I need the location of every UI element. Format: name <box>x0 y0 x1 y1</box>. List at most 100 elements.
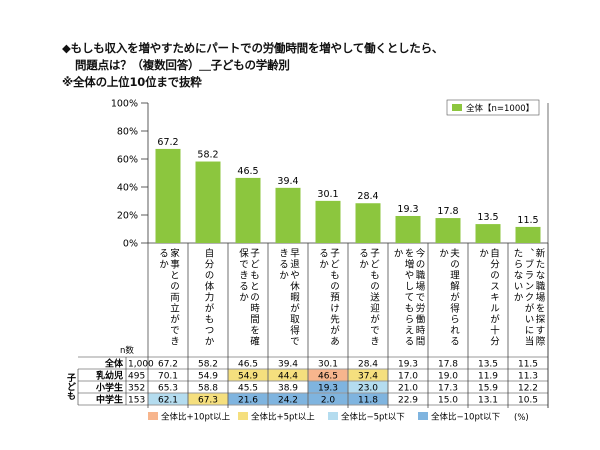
table-cell-value: 28.4 <box>358 360 378 370</box>
legend-box <box>446 99 540 116</box>
table-cell-value: 11.8 <box>358 396 378 406</box>
bar <box>475 224 501 243</box>
highlight-legend-swatch <box>418 412 428 420</box>
table-row-label: 中学生 <box>96 394 123 406</box>
table-cell-highlight <box>308 393 348 405</box>
category-label: 子どもとの時間を確 <box>248 248 260 347</box>
category-label: 家事との両立ができ <box>168 247 180 347</box>
table-n-value: 352 <box>128 384 145 394</box>
category-label: るか <box>317 248 329 270</box>
y-tick-label: 0% <box>123 239 138 250</box>
table-cell-value: 39.4 <box>278 360 298 370</box>
table-cell-highlight <box>228 393 268 405</box>
bar-value-label: 30.1 <box>317 189 338 200</box>
table-cell-value: 15.0 <box>438 396 458 406</box>
table-cell-value: 13.1 <box>478 396 498 406</box>
table-cell-value: 19.3 <box>318 384 338 394</box>
y-tick-label: 20% <box>117 211 138 222</box>
table-cell-value: 38.9 <box>278 384 298 394</box>
table-cell-highlight <box>348 393 388 405</box>
category-label: るか <box>357 248 369 270</box>
table-cell-highlight <box>308 369 348 381</box>
table-cell-value: 58.8 <box>198 384 218 394</box>
highlight-legend-swatch <box>238 412 248 420</box>
category-label: 自分のスキルが十分 <box>488 247 500 347</box>
bar <box>275 187 301 243</box>
unit-label: (%) <box>514 413 529 423</box>
table-cell-value: 44.4 <box>278 372 298 382</box>
table-cell-value: 24.2 <box>278 396 298 406</box>
highlight-legend-swatch <box>328 412 338 420</box>
table-cell-value: 21.6 <box>238 396 258 406</box>
bar <box>235 177 261 243</box>
table-cell-value: 58.2 <box>198 360 218 370</box>
category-label: きるか <box>277 248 289 281</box>
table-cell-value: 30.1 <box>318 360 338 370</box>
highlight-legend-label: 全体比+10pt以上 <box>161 412 231 423</box>
table-cell-value: 11.3 <box>518 372 538 382</box>
y-tick-label: 80% <box>117 127 138 138</box>
bar-value-label: 67.2 <box>157 137 178 148</box>
table-cell-value: 17.3 <box>438 384 458 394</box>
bar-value-label: 11.5 <box>517 215 538 226</box>
table-cell-value: 37.4 <box>358 372 378 382</box>
table-cell-value: 11.5 <box>518 360 538 370</box>
legend-swatch <box>452 104 462 111</box>
highlight-legend-swatch <box>148 412 158 420</box>
table-cell-value: 54.9 <box>238 372 258 382</box>
category-label: 子どもの送迎ができ <box>368 248 380 347</box>
category-label: たらないか <box>512 248 524 303</box>
bar-value-label: 13.5 <box>477 212 498 223</box>
bar <box>515 226 541 243</box>
table-row-label: 全体 <box>104 358 124 370</box>
bar-value-label: 58.2 <box>197 150 218 161</box>
table-cell-value: 46.5 <box>238 360 258 370</box>
table-cell-highlight <box>268 393 308 405</box>
category-label: 保できるか <box>237 247 249 303</box>
category-label: 、ブランクがいに当 <box>523 248 535 347</box>
bar-value-label: 39.4 <box>277 176 298 187</box>
bar-value-label: 19.3 <box>397 204 418 215</box>
table-cell-value: 11.9 <box>478 372 498 382</box>
table-cell-value: 17.8 <box>438 360 458 370</box>
highlight-legend-label: 全体比−10pt以下 <box>431 412 501 423</box>
category-label: を増やしてもらえる <box>403 248 415 347</box>
table-cell-value: 15.9 <box>478 384 498 394</box>
category-label: 今の職場で労働時間 <box>414 247 426 347</box>
chart-title-line2: 問題点は？（複数回答）＿子どもの学齢別 <box>75 58 290 72</box>
table-cell-value: 54.9 <box>198 372 218 382</box>
chart-title-note: ※全体の上位10位まで抜粋 <box>62 75 202 89</box>
table-cell-value: 46.5 <box>318 372 338 382</box>
table-cell-highlight <box>148 393 188 405</box>
y-tick-label: 60% <box>117 155 138 166</box>
category-label: 子どもの預け先があ <box>328 248 340 347</box>
category-label: 早退や休暇が取得で <box>288 248 300 347</box>
table-n-value: 153 <box>128 396 145 406</box>
bar <box>355 203 381 243</box>
y-tick-label: 100% <box>111 99 138 110</box>
table-cell-highlight <box>308 381 348 393</box>
bar <box>435 218 461 243</box>
table-row-label: 乳幼児 <box>96 370 123 382</box>
table-cell-value: 70.1 <box>158 372 178 382</box>
chart-title-line1: ◆もしも収入を増やすためにパートでの労働時間を増やして働くとしたら、 <box>62 41 444 55</box>
category-label: 自分の体力がもつか <box>203 247 215 347</box>
table-row-label: 小学生 <box>95 382 123 394</box>
highlight-legend-label: 全体比+5pt以上 <box>251 412 315 423</box>
table-cell-value: 10.5 <box>518 396 538 406</box>
bar <box>155 148 181 243</box>
table-cell-value: 22.9 <box>398 396 418 406</box>
table-cell-highlight <box>268 369 308 381</box>
table-cell-value: 67.3 <box>198 396 218 406</box>
table-cell-value: 17.0 <box>398 372 418 382</box>
bar-value-label: 28.4 <box>357 191 378 202</box>
bar-value-label: 46.5 <box>237 166 258 177</box>
table-cell-value: 13.5 <box>478 360 498 370</box>
table-cell-highlight <box>228 369 268 381</box>
category-label: か <box>437 248 449 259</box>
bar <box>315 200 341 243</box>
category-label: 新たな職場を探す際 <box>534 247 546 347</box>
bar <box>395 215 421 243</box>
table-cell-value: 19.3 <box>398 360 418 370</box>
